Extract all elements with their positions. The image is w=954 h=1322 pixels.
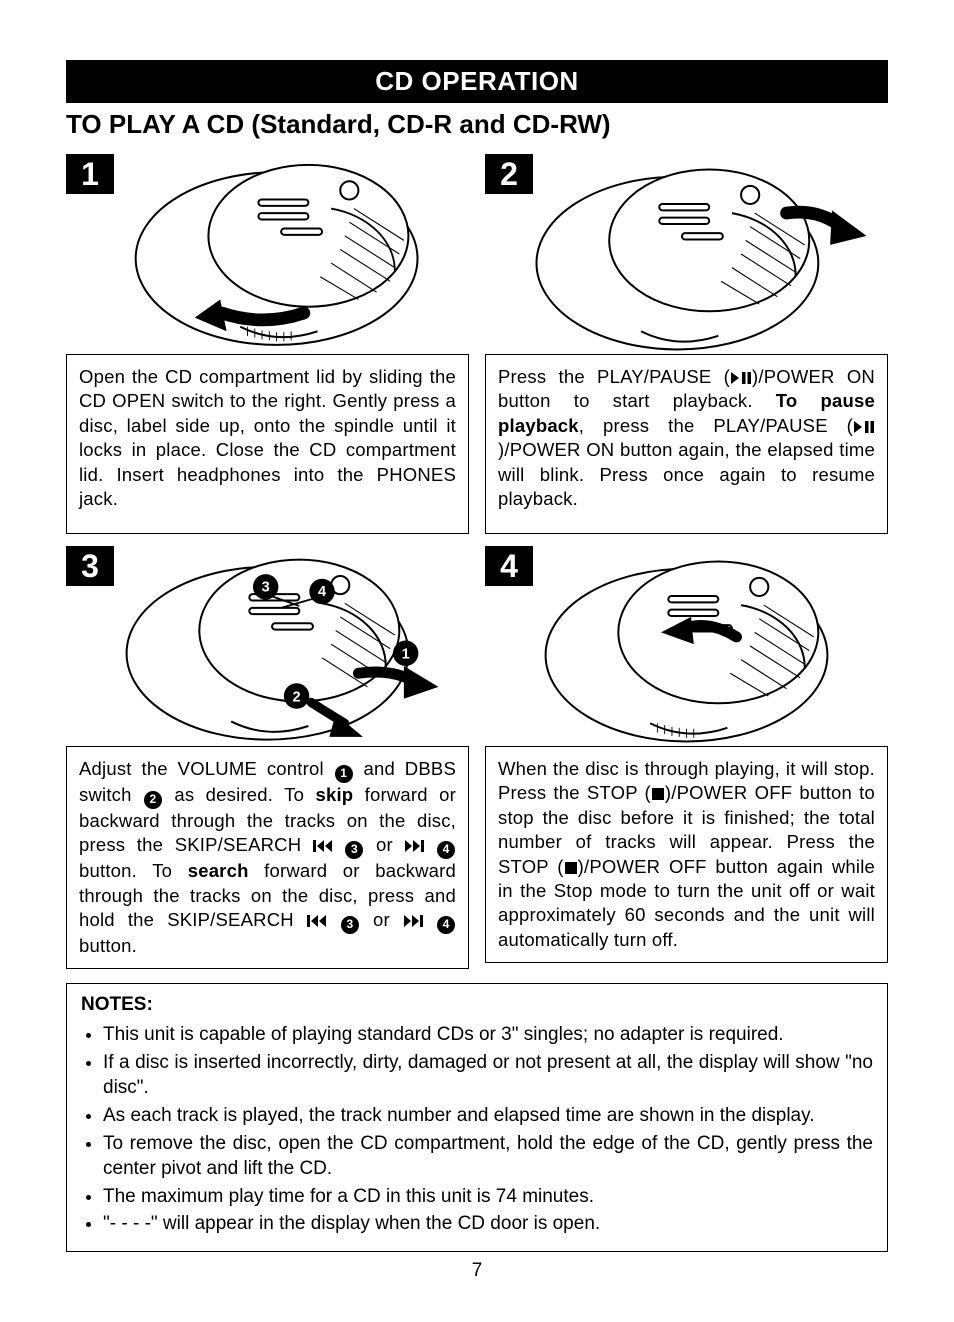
step-text: Press the PLAY/PAUSE ()/POWER ON button …	[485, 354, 888, 534]
svg-text:4: 4	[318, 584, 326, 600]
steps-grid: 1	[66, 154, 888, 969]
step: 1	[66, 154, 469, 534]
notes-list: This unit is capable of playing standard…	[81, 1022, 873, 1237]
step-text: When the disc is through playing, it wil…	[485, 746, 888, 963]
manual-page: CD OPERATION TO PLAY A CD (Standard, CD-…	[0, 0, 954, 1322]
section-header: CD OPERATION	[66, 60, 888, 103]
svg-text:2: 2	[293, 689, 301, 705]
step-illustration	[485, 546, 888, 746]
notes-item: To remove the disc, open the CD compartm…	[103, 1131, 873, 1182]
step-illustration	[66, 154, 469, 354]
step-number-badge: 2	[485, 154, 533, 194]
notes-item: The maximum play time for a CD in this u…	[103, 1184, 873, 1210]
step-number-badge: 1	[66, 154, 114, 194]
step: 4	[485, 546, 888, 969]
notes-item: "- - - -" will appear in the display whe…	[103, 1211, 873, 1237]
page-number: 7	[66, 1260, 888, 1282]
step-number-badge: 3	[66, 546, 114, 586]
step-number-badge: 4	[485, 546, 533, 586]
svg-text:1: 1	[402, 647, 410, 663]
step-text: Adjust the VOLUME control 1 and DBBS swi…	[66, 746, 469, 969]
notes-item: This unit is capable of playing standard…	[103, 1022, 873, 1048]
step-illustration	[485, 154, 888, 354]
step-illustration: 3 4 1 2	[66, 546, 469, 746]
notes-box: NOTES: This unit is capable of playing s…	[66, 983, 888, 1252]
step-text: Open the CD compartment lid by sliding t…	[66, 354, 469, 534]
step: 2	[485, 154, 888, 534]
notes-item: If a disc is inserted incorrectly, dirty…	[103, 1050, 873, 1101]
step: 3	[66, 546, 469, 969]
notes-item: As each track is played, the track numbe…	[103, 1103, 873, 1129]
notes-title: NOTES:	[81, 992, 873, 1018]
subheading: TO PLAY A CD (Standard, CD-R and CD-RW)	[66, 109, 888, 140]
svg-text:3: 3	[262, 579, 270, 595]
